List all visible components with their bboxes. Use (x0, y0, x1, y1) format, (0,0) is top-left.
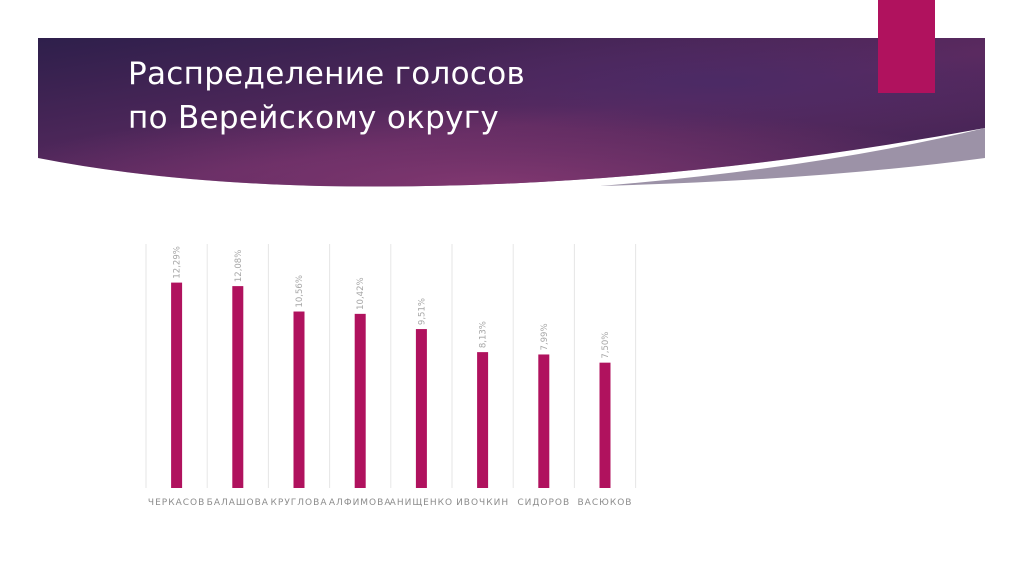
bar-2 (232, 286, 244, 488)
slide-title-line-2: по Верейскому округу (128, 100, 499, 136)
data-label-2: 12,08% (234, 250, 244, 282)
data-label-7: 7,99% (540, 323, 550, 350)
category-label-7: СИДОРОВ (517, 498, 570, 508)
category-label-4: АЛФИМОВА (329, 498, 392, 508)
data-label-4: 10,42% (356, 277, 366, 309)
category-label-5: АНИЩЕНКО (390, 498, 453, 508)
data-label-5: 9,51% (417, 298, 427, 325)
bar-7 (538, 354, 550, 488)
bar-4 (354, 313, 366, 488)
bar-8 (599, 362, 611, 488)
data-label-1: 12,29% (173, 246, 183, 278)
chart-gridlines (145, 244, 637, 488)
category-label-2: БАЛАШОВА (207, 498, 269, 508)
chart-data-labels: 12,29% 12,08% 10,56% 10,42% 9,51% 8,13% 7,99% 7… (173, 246, 611, 358)
category-label-6: ИВОЧКИН (456, 498, 509, 508)
title-banner (38, 38, 985, 187)
data-label-3: 10,56% (295, 275, 305, 307)
bar-3 (293, 311, 305, 488)
bar-5 (415, 329, 427, 488)
chart-category-labels: ЧЕРКАСОВ БАЛАШОВА КРУГЛОВА АЛФИМОВААНИЩЕНКО… (148, 498, 633, 508)
data-label-6: 8,13% (479, 321, 489, 348)
banner-glow-2 (38, 38, 985, 187)
bar-6 (477, 352, 489, 488)
slide-title-line-1: Распределение голосов (128, 56, 526, 92)
chart-bars (171, 282, 611, 488)
accent-tab (878, 0, 935, 93)
banner-swoosh (600, 128, 985, 186)
vote-distribution-chart: 12,29% 12,08% 10,56% 10,42% 9,51% 8,13% 7,99% 7… (145, 244, 637, 508)
category-label-8: ВАСЮКОВ (578, 498, 633, 508)
category-label-1: ЧЕРКАСОВ (148, 498, 205, 508)
data-label-8: 7,50% (601, 332, 611, 359)
bar-1 (171, 282, 183, 488)
category-label-3: КРУГЛОВА (271, 498, 328, 508)
slide-title: Распределение голосов по Верейскому окру… (128, 52, 525, 140)
